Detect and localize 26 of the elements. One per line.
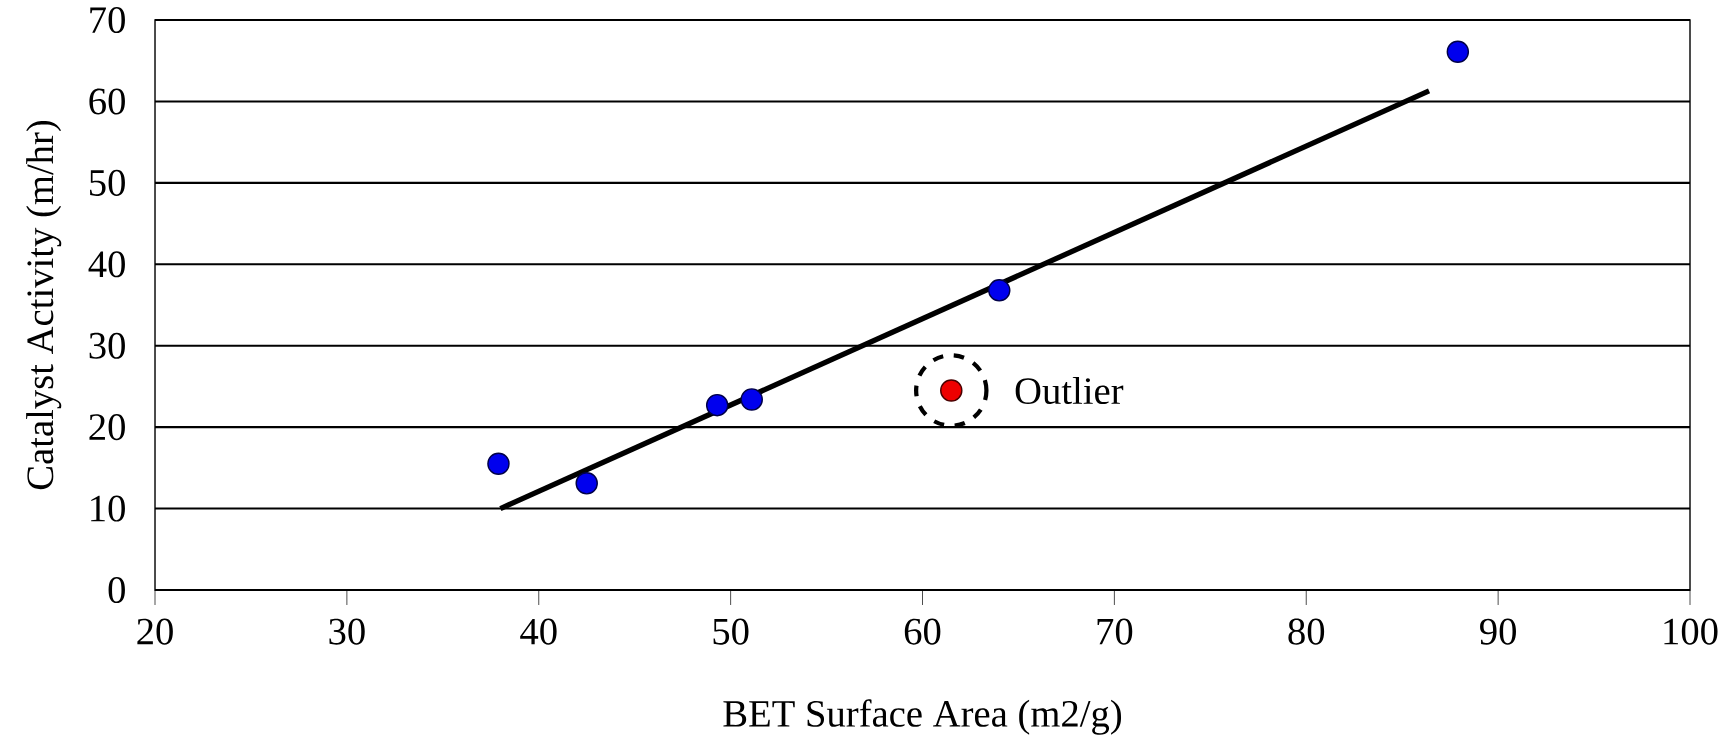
x-tick-label: 70 [1097,618,1133,645]
y-tick-label: 40 [88,251,125,278]
x-tick-label: 30 [329,618,365,645]
y-tick-label: 50 [90,169,125,196]
x-tick-label: 80 [1288,618,1325,645]
y-tick-label: 70 [90,6,125,34]
y-tick-label: 20 [89,414,125,441]
point [705,393,729,417]
point [988,279,1011,302]
point [487,452,510,476]
x-axis-title: BET Surface Area (m2/g) [723,699,1122,735]
y-tick-label: 30 [89,332,125,359]
y-tick-label: 10 [91,495,125,522]
y-axis-title: Catalyst Activity (m/hr) [26,120,62,490]
x-tick-label: 60 [904,618,941,645]
annotation: Outlier [1015,376,1124,405]
point [575,472,598,495]
y-tick-label: 60 [89,88,125,115]
x-tick-label: 20 [137,618,173,645]
x-tick-label: 90 [1480,618,1516,645]
x-tick-label: 100 [1664,618,1718,645]
point [740,388,763,411]
y-tick-label: 0 [108,576,125,604]
point [1446,40,1470,64]
x-tick-label: 50 [713,618,749,645]
x-tick-label: 40 [520,618,557,645]
